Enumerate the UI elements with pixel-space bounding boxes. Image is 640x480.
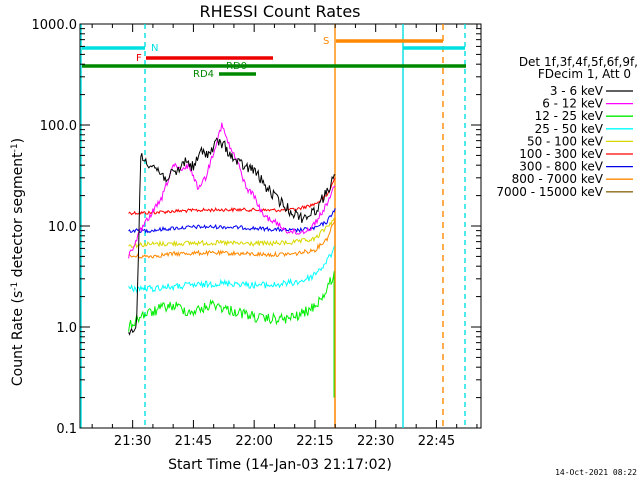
x-tick-label: 22:15: [296, 434, 333, 449]
y-tick-label: 1000.0: [32, 18, 78, 33]
legend-label: 50 - 100 keV: [527, 134, 604, 148]
legend-header-2: FDecim 1, Att 0: [538, 67, 631, 81]
chart-title: RHESSI Count Rates: [200, 2, 361, 21]
label-S: S: [323, 36, 329, 47]
y-tick-label: 0.1: [56, 422, 77, 437]
y-axis: 0.1 1.0 10.0 100.0 1000.0: [32, 18, 481, 437]
legend-label: 3 - 6 keV: [550, 84, 604, 98]
legend-label: 6 - 12 keV: [542, 97, 604, 111]
series-line-6: [128, 208, 336, 234]
series-layer: [128, 122, 336, 428]
segments: NF RD0 RD4 S: [80, 24, 466, 428]
series-line-7: [128, 217, 336, 259]
x-axis-label: Start Time (14-Jan-03 21:17:02): [168, 457, 392, 473]
legend-label: 300 - 800 keV: [519, 160, 603, 174]
series-line-4: [128, 217, 336, 249]
x-tick-label: 22:30: [357, 434, 394, 449]
series-line-0: [128, 137, 336, 336]
series-line-1: [128, 122, 336, 259]
footer-date: 14-Oct-2021 08:22: [555, 468, 637, 477]
label-N: N: [151, 43, 158, 54]
y-tick-label: 10.0: [48, 220, 77, 235]
series-line-5: [128, 177, 336, 216]
legend-label: 7000 - 15000 keV: [496, 185, 603, 199]
y-axis-label-sup: -1: [10, 282, 20, 291]
x-tick-label: 21:45: [175, 434, 212, 449]
x-tick-label: 22:00: [235, 434, 272, 449]
label-RD0: RD0: [226, 61, 247, 72]
y-axis-label-tail: detector segment: [10, 152, 26, 282]
x-axis: 21:30 21:45 22:00 22:15 22:30 22:45: [91, 24, 478, 449]
y-axis-label: Count Rate (s-1 detector segment-1): [10, 138, 26, 386]
legend-label: 100 - 300 keV: [519, 147, 603, 161]
legend-label: 800 - 7000 keV: [512, 172, 604, 186]
label-RD4: RD4: [193, 69, 214, 80]
y-axis-label-main: Count Rate (s: [10, 291, 26, 386]
legend-label: 12 - 25 keV: [535, 109, 604, 123]
y-axis-label-sup2: -1: [10, 143, 20, 152]
series-line-3: [128, 245, 336, 294]
x-tick-label: 22:45: [418, 434, 455, 449]
legend: Det 1f,3f,4f,5f,6f,9f,FDecim 1, Att 0 3 -…: [496, 55, 638, 199]
series-line-2: [128, 270, 336, 332]
legend-header-1: Det 1f,3f,4f,5f,6f,9f,: [519, 55, 638, 69]
y-tick-label: 100.0: [40, 119, 77, 134]
y-axis-label-end: ): [10, 138, 26, 143]
x-tick-label: 21:30: [114, 434, 151, 449]
legend-label: 25 - 50 keV: [535, 122, 604, 136]
label-F: F: [136, 53, 142, 64]
y-tick-label: 1.0: [56, 321, 77, 336]
